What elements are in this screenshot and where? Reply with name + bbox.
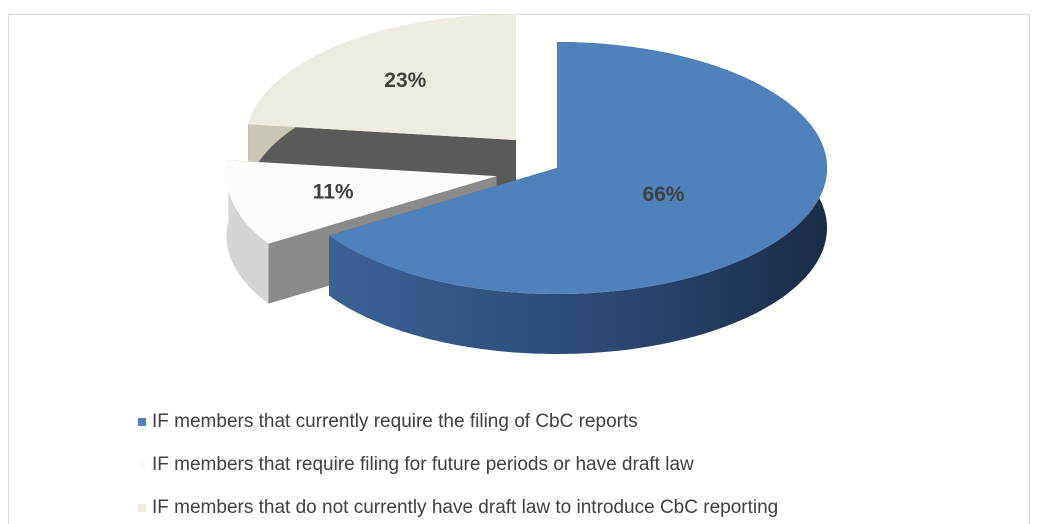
legend-label: IF members that do not currently have dr…	[152, 497, 778, 518]
legend-swatch	[138, 504, 146, 512]
legend-label: IF members that require filing for futur…	[152, 454, 694, 475]
slice	[226, 160, 497, 244]
slice	[248, 14, 516, 141]
legend-label: IF members that currently require the fi…	[152, 411, 638, 432]
legend-swatch	[138, 418, 146, 426]
data-label: 66%	[642, 183, 684, 206]
data-label: 23%	[384, 69, 426, 92]
chart-border	[8, 14, 1030, 524]
slice	[329, 42, 827, 294]
slice-side	[226, 160, 269, 304]
legend-swatch	[138, 461, 146, 469]
data-label: 11%	[313, 181, 354, 204]
